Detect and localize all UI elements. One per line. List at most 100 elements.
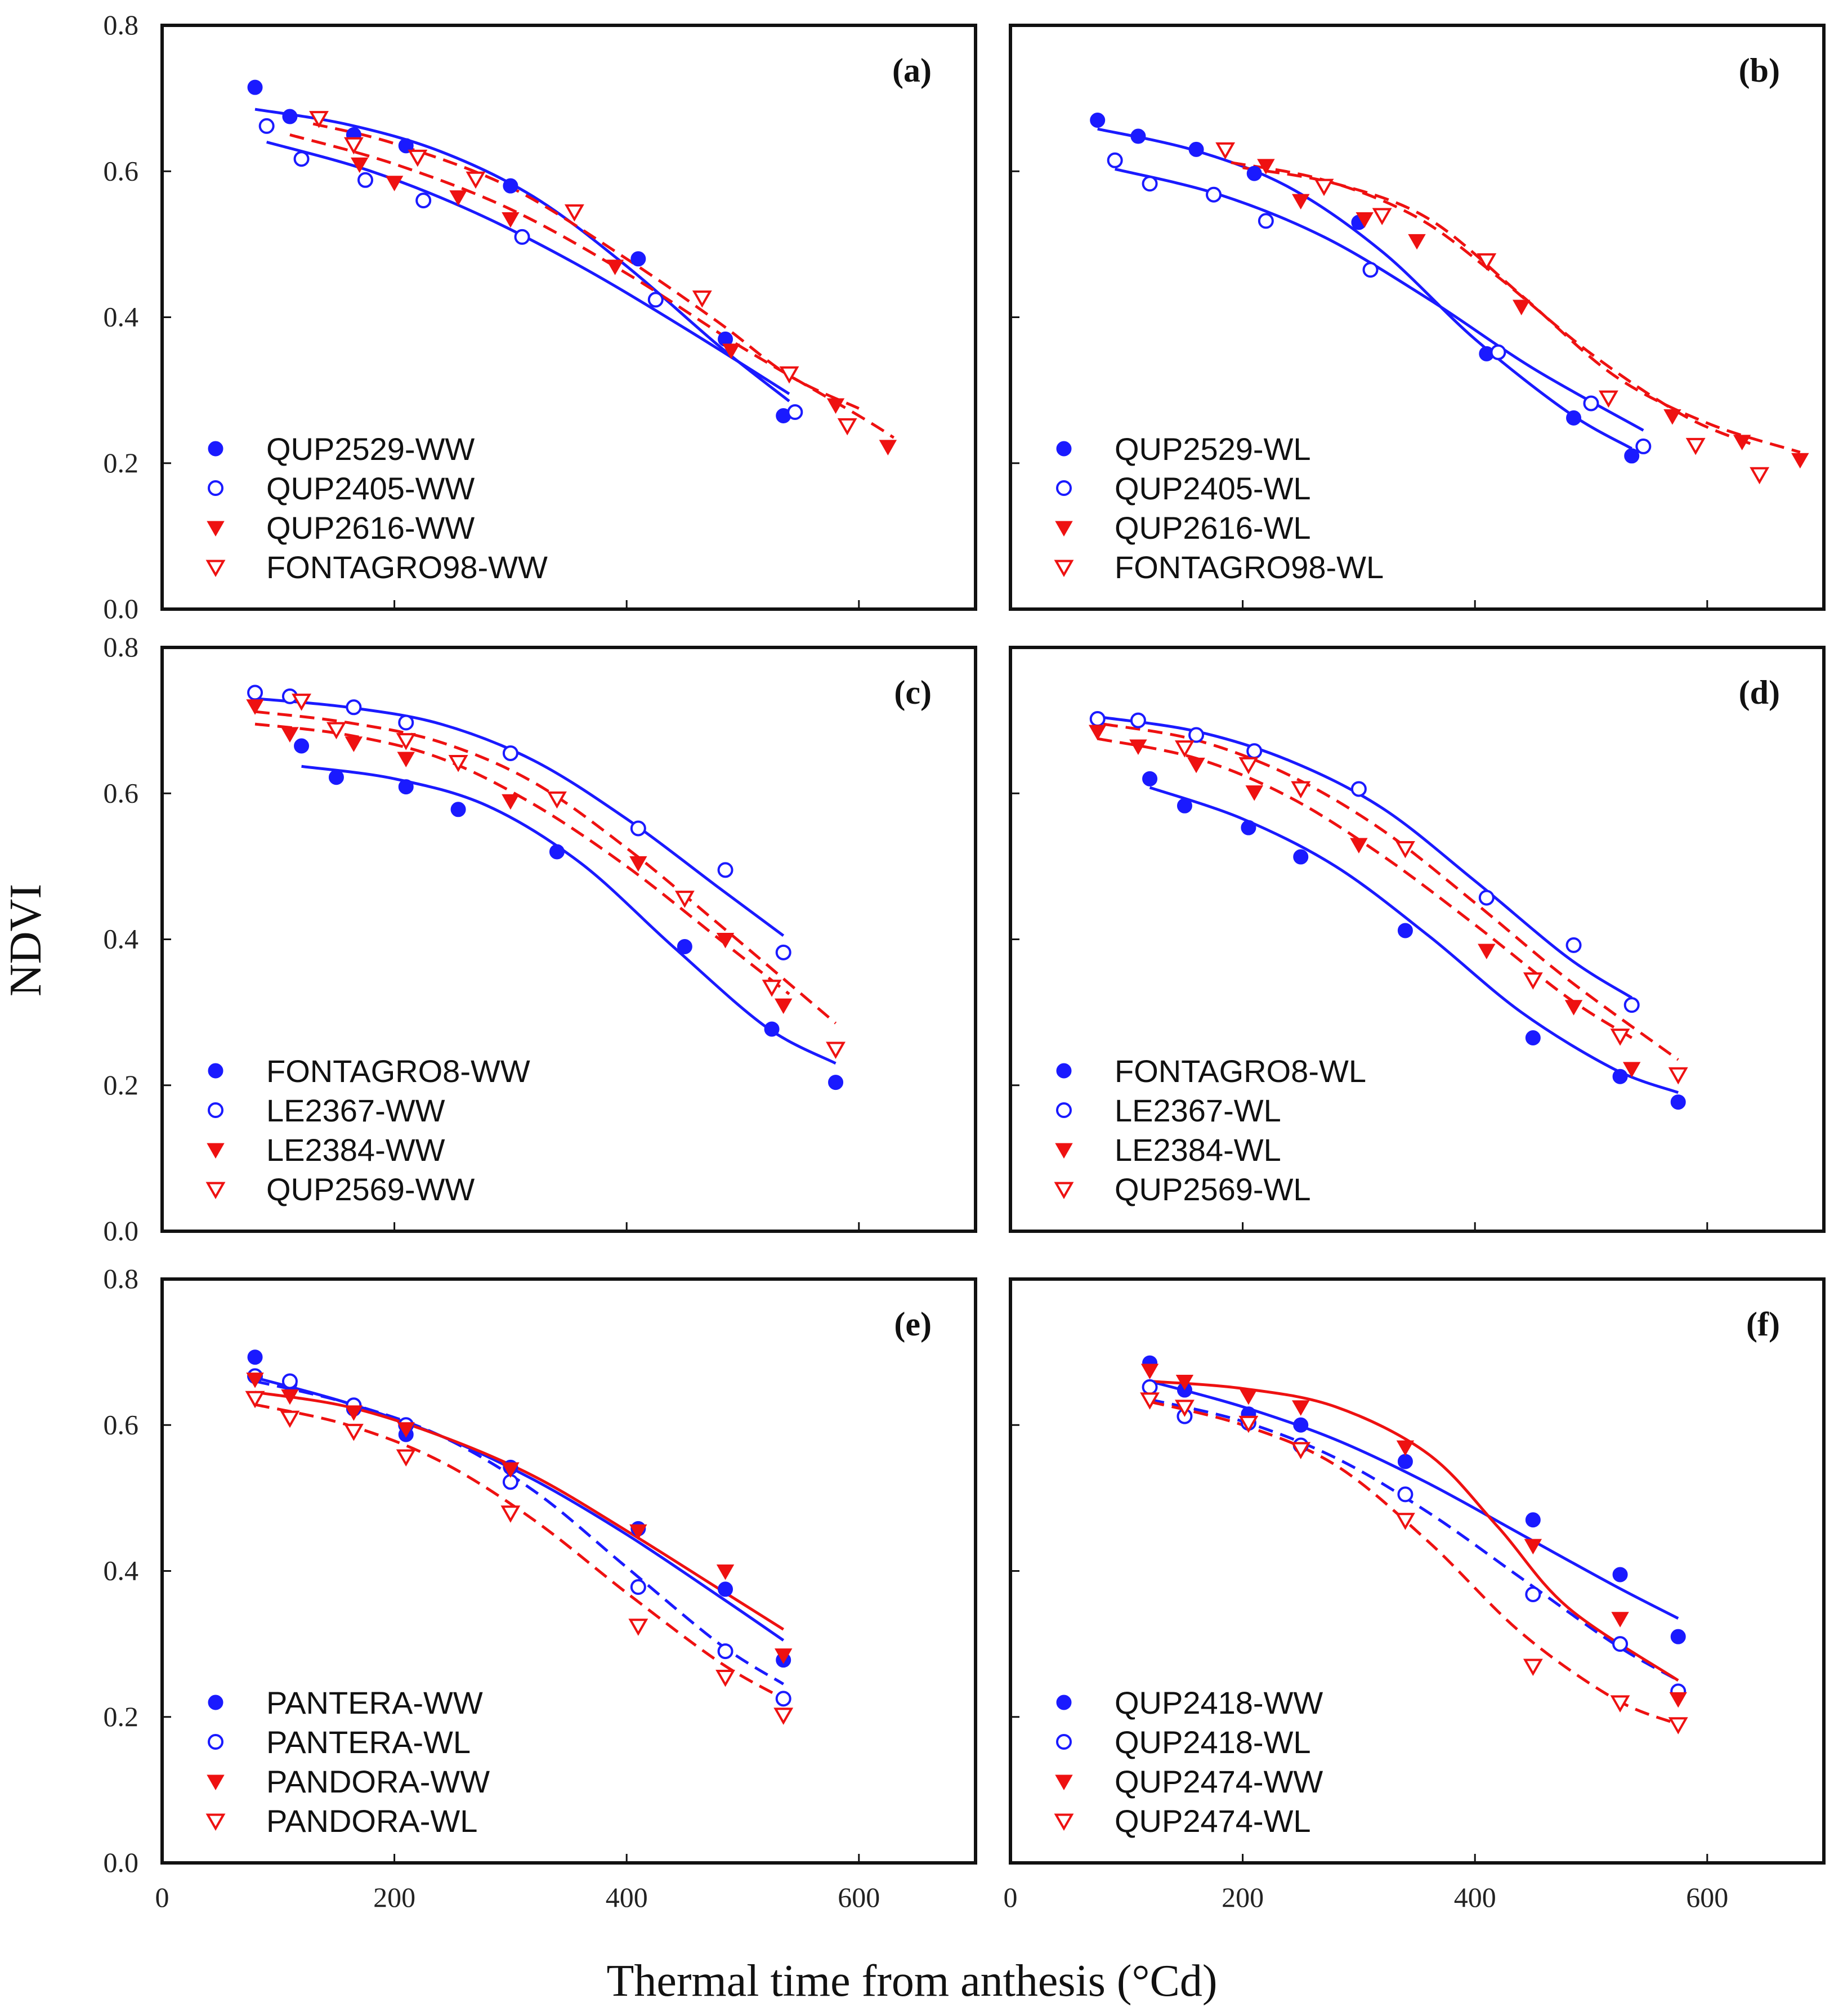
data-point-fontagro98-ww — [837, 418, 857, 436]
data-point-qup2569-ww — [448, 755, 468, 772]
legend-marker — [207, 1143, 225, 1159]
data-point-qup2474-wl — [1140, 1392, 1160, 1410]
legend-entry: FONTAGRO8-WL — [1115, 1053, 1366, 1089]
data-point-le2367-wl — [1565, 937, 1582, 953]
legend-marker — [208, 441, 223, 457]
x-tick-label: 400 — [606, 1881, 648, 1913]
data-point-pandora-ww — [716, 1564, 735, 1580]
data-point-pandora-wl — [280, 1410, 300, 1428]
legend-marker — [205, 1182, 226, 1200]
data-point-fontagro98-ww — [466, 171, 486, 189]
data-point-qup2616-ww — [502, 212, 520, 228]
data-point-fontagro8-ww — [764, 1021, 780, 1037]
legend-marker — [205, 560, 226, 578]
data-point-le2384-ww — [629, 856, 647, 872]
legend-marker — [1056, 1063, 1072, 1079]
panel-a: 0.0 0.2 0.4 0.6 0.8 (a) QUP2529-WW QUP2405-WW QU… — [104, 9, 977, 624]
data-point-le2367-ww — [775, 944, 791, 960]
data-point-qup2616-ww — [449, 190, 467, 206]
fit-curve-fontagro98-wl — [1231, 161, 1755, 446]
data-point-qup2616-ww — [350, 157, 369, 173]
data-point-fontagro8-ww — [549, 844, 565, 860]
data-point-qup2405-wl — [1362, 262, 1379, 278]
data-point-qup2529-ww — [282, 109, 298, 124]
data-point-qup2569-ww — [674, 891, 695, 908]
data-point-qup2569-wl — [1395, 841, 1415, 859]
data-point-qup2418-wl — [1612, 1636, 1629, 1652]
data-point-qup2529-wl — [1090, 113, 1106, 128]
data-point-qup2474-ww — [1669, 1692, 1687, 1708]
legend-entry: QUP2405-WW — [266, 471, 475, 506]
data-point-pantera-ww — [247, 1349, 263, 1365]
data-point-pandora-ww — [629, 1524, 647, 1540]
x-tick-label: 0 — [155, 1881, 169, 1913]
legend-entry: FONTAGRO98-WW — [266, 549, 548, 585]
data-point-pandora-ww — [345, 1405, 363, 1421]
data-point-fontagro98-wl — [1215, 142, 1236, 160]
data-point-le2384-wl — [1478, 944, 1496, 959]
data-point-fontagro8-wl — [1241, 820, 1256, 835]
data-point-qup2418-ww — [1293, 1417, 1309, 1433]
data-point-qup2569-ww — [762, 980, 782, 997]
data-point-le2384-wl — [1129, 739, 1147, 756]
legend-marker — [1056, 1695, 1072, 1710]
data-point-pandora-wl — [343, 1424, 364, 1441]
fit-curve-pantera-wl — [254, 1380, 785, 1686]
data-point-qup2474-wl — [1395, 1513, 1415, 1530]
data-point-pandora-ww — [774, 1648, 793, 1664]
data-point-qup2529-ww — [503, 178, 518, 194]
data-point-qup2569-ww — [396, 733, 416, 750]
fit-curve-fontagro8-wl — [1149, 786, 1679, 1094]
x-tick-label: 600 — [1686, 1881, 1728, 1913]
legend-entry: QUP2616-WW — [266, 510, 475, 546]
data-point-qup2474-wl — [1668, 1717, 1688, 1735]
data-point-qup2569-ww — [547, 791, 567, 809]
legend-entry: PANDORA-WW — [266, 1764, 490, 1799]
data-point-le2367-ww — [502, 745, 518, 761]
x-tick-label: 200 — [1222, 1881, 1264, 1913]
data-point-le2367-wl — [1623, 997, 1640, 1013]
fit-curve-le2384-wl — [1097, 737, 1633, 1039]
data-point-le2384-wl — [1187, 757, 1205, 774]
data-point-le2367-wl — [1130, 712, 1146, 728]
data-point-qup2405-ww — [258, 118, 275, 134]
legend-marker — [208, 1063, 223, 1079]
y-axis-title: NDVI — [1, 884, 51, 996]
data-point-qup2616-ww — [385, 176, 404, 191]
y-tick-label: 0.8 — [104, 631, 139, 663]
data-point-pantera-wl — [717, 1643, 733, 1660]
data-point-qup2529-wl — [1130, 128, 1146, 144]
data-point-pandora-ww — [502, 1462, 520, 1478]
panel-label: (f) — [1746, 1306, 1780, 1343]
data-point-le2384-wl — [1622, 1062, 1641, 1078]
data-point-qup2616-ww — [606, 260, 624, 275]
data-point-qup2529-wl — [1246, 166, 1262, 181]
data-point-fontagro98-ww — [408, 149, 428, 167]
legend-entry: QUP2616-WL — [1115, 510, 1311, 546]
data-point-fontagro8-ww — [328, 770, 344, 785]
data-point-fontagro8-wl — [1670, 1094, 1686, 1110]
data-point-pandora-wl — [715, 1669, 736, 1687]
fit-curve-qup2569-wl — [1103, 722, 1679, 1061]
data-point-fontagro98-ww — [779, 366, 799, 384]
data-point-le2384-wl — [1089, 725, 1107, 741]
x-axis-title: Thermal time from anthesis (°Cd) — [606, 1956, 1217, 2006]
panels-group: 0.0 0.2 0.4 0.6 0.8 (a) QUP2529-WW QUP2405-WW QU… — [104, 9, 1826, 1913]
y-tick-label: 0.0 — [104, 1847, 139, 1878]
panel-label: (e) — [894, 1306, 932, 1343]
data-point-le2384-ww — [281, 727, 299, 743]
data-point-pandora-wl — [396, 1449, 416, 1467]
data-point-qup2569-wl — [1668, 1067, 1688, 1085]
data-point-qup2616-wl — [1292, 194, 1310, 210]
legend-entry: QUP2529-WW — [266, 431, 475, 467]
y-tick-label: 0.4 — [104, 1555, 139, 1586]
data-point-qup2474-ww — [1140, 1364, 1159, 1380]
legend-marker — [1056, 480, 1072, 496]
legend-marker — [1055, 521, 1073, 537]
data-point-fontagro98-ww — [343, 137, 364, 155]
legend-entry: FONTAGRO8-WW — [266, 1053, 530, 1089]
fit-curve-qup2529-wl — [1097, 127, 1632, 450]
y-tick-label: 0.6 — [104, 155, 139, 186]
data-point-fontagro8-wl — [1525, 1030, 1541, 1045]
legend-entry: QUP2569-WW — [266, 1172, 475, 1207]
